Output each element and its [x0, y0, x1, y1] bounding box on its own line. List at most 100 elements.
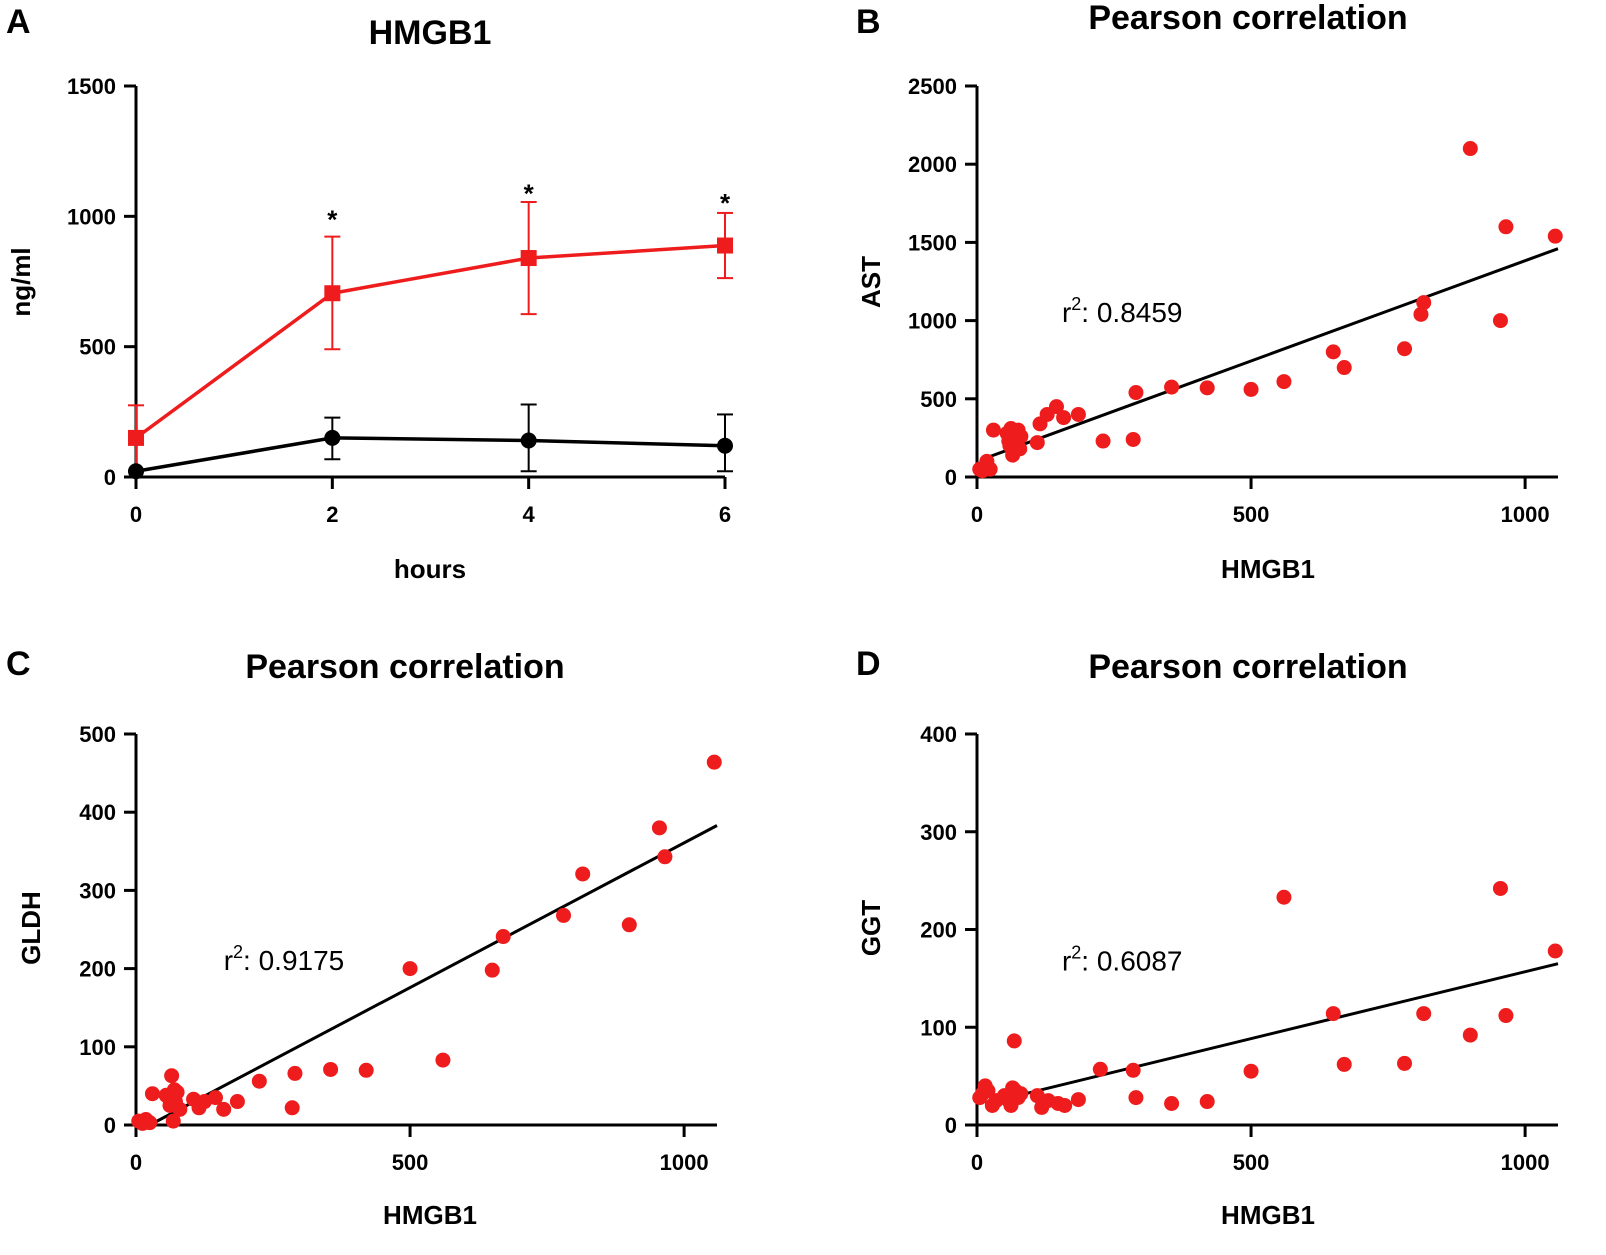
r-squared-annotation: r2: 0.9175: [224, 942, 345, 976]
x-tick-label: 4: [523, 502, 536, 527]
y-tick-label: 100: [920, 1015, 957, 1040]
data-point: [1056, 410, 1072, 426]
x-tick-label: 500: [1233, 1150, 1270, 1175]
data-point: [1164, 379, 1180, 395]
chart-a-plot-area: 0 500 1000 1500 0 2 4 6 * * *: [67, 74, 733, 527]
regression-line: [984, 247, 1559, 460]
data-point: [1336, 360, 1352, 376]
data-point: [1092, 1061, 1108, 1077]
data-point-circle: [128, 463, 144, 480]
data-point: [1397, 341, 1413, 357]
data-point-square: [520, 250, 537, 267]
x-tick-label: 0: [130, 1150, 142, 1175]
data-point: [323, 1061, 339, 1077]
y-tick-label: 200: [920, 918, 957, 943]
y-tick-label: 1500: [67, 74, 116, 99]
data-point: [1547, 943, 1563, 959]
panel-b: B Pearson correlation AST HMGB1 0 500 1000…: [856, 0, 1563, 584]
significance-marker: *: [327, 204, 338, 234]
data-point: [1416, 1006, 1432, 1022]
regression-line: [149, 824, 718, 1127]
data-point: [144, 1086, 160, 1102]
x-tick-label: 6: [719, 502, 731, 527]
x-tick-label: 500: [1233, 502, 1270, 527]
data-point: [1199, 380, 1215, 396]
r-squared-prefix: r: [224, 945, 233, 976]
data-point: [1013, 1086, 1029, 1102]
significance-marker: *: [720, 188, 731, 218]
data-point: [1128, 1090, 1144, 1106]
chart-b-title: Pearson correlation: [1088, 0, 1407, 37]
r-squared-value: : 0.6087: [1081, 946, 1182, 977]
data-point: [1012, 441, 1028, 457]
x-tick-label: 0: [971, 1150, 983, 1175]
data-point-square: [128, 429, 144, 446]
data-point: [142, 1115, 158, 1131]
x-tick-label: 1000: [660, 1150, 709, 1175]
r-squared-exponent: 2: [1071, 294, 1081, 314]
x-tick-label: 0: [130, 502, 142, 527]
panel-a: A HMGB1 ng/ml hours 0 500 1000 1500 0 2 4 6 * * *: [6, 3, 733, 584]
x-tick-label: 2: [326, 502, 338, 527]
y-tick-label: 400: [920, 722, 957, 747]
data-point: [1462, 141, 1478, 157]
data-point: [1070, 406, 1086, 422]
data-point: [402, 961, 418, 977]
y-tick-label: 300: [79, 878, 116, 903]
significance-marker: *: [524, 178, 535, 208]
data-point: [621, 917, 637, 933]
y-tick-label: 2000: [908, 152, 957, 177]
data-point: [435, 1052, 451, 1068]
data-point: [1462, 1027, 1478, 1043]
r-squared-value: : 0.9175: [243, 945, 344, 976]
data-point: [1125, 1062, 1141, 1078]
data-point: [1325, 344, 1341, 360]
data-point: [706, 754, 722, 770]
data-point: [1057, 1097, 1073, 1113]
data-point: [1416, 295, 1432, 311]
panel-d: D Pearson correlation GGT HMGB1 0 100 200 3…: [856, 645, 1563, 1230]
data-point: [216, 1101, 232, 1117]
chart-b-plot-area: 0 500 1000 1500 2000 2500 0 500 1000 r2: 0.8459: [908, 74, 1563, 527]
data-point: [172, 1101, 188, 1117]
data-point: [1006, 1033, 1022, 1049]
data-point: [251, 1073, 267, 1089]
data-point-square: [717, 237, 733, 254]
panel-letter-a: A: [6, 3, 31, 41]
data-point: [1164, 1095, 1180, 1111]
chart-d-xlabel: HMGB1: [1221, 1200, 1315, 1230]
chart-c-ylabel: GLDH: [16, 891, 46, 965]
y-tick-label: 0: [104, 1113, 116, 1138]
data-point-circle: [717, 437, 733, 454]
y-tick-label: 200: [79, 957, 116, 982]
data-point: [287, 1065, 303, 1081]
data-point: [1199, 1094, 1215, 1110]
data-point: [1325, 1006, 1341, 1022]
data-point: [1070, 1092, 1086, 1108]
data-point: [1492, 313, 1508, 329]
data-point: [207, 1090, 223, 1106]
y-tick-label: 2500: [908, 74, 957, 99]
series-line-1: [135, 436, 726, 473]
r-squared-prefix: r: [1062, 297, 1071, 328]
data-point: [1128, 385, 1144, 401]
chart-c-title: Pearson correlation: [245, 648, 564, 686]
series-line-0: [134, 243, 726, 440]
panel-letter-b: B: [856, 3, 881, 41]
data-point: [651, 820, 667, 836]
y-tick-label: 500: [79, 722, 116, 747]
y-tick-label: 500: [920, 387, 957, 412]
y-tick-label: 100: [79, 1035, 116, 1060]
x-tick-label: 1000: [1501, 502, 1550, 527]
chart-b-ylabel: AST: [856, 256, 886, 308]
data-point-circle: [520, 432, 537, 449]
data-point: [358, 1062, 374, 1078]
data-point: [484, 962, 500, 978]
data-point: [657, 849, 673, 865]
x-tick-label: 1000: [1501, 1150, 1550, 1175]
data-point: [1413, 306, 1429, 322]
data-point: [1048, 399, 1064, 415]
data-point: [1125, 431, 1141, 447]
data-point: [575, 866, 591, 882]
